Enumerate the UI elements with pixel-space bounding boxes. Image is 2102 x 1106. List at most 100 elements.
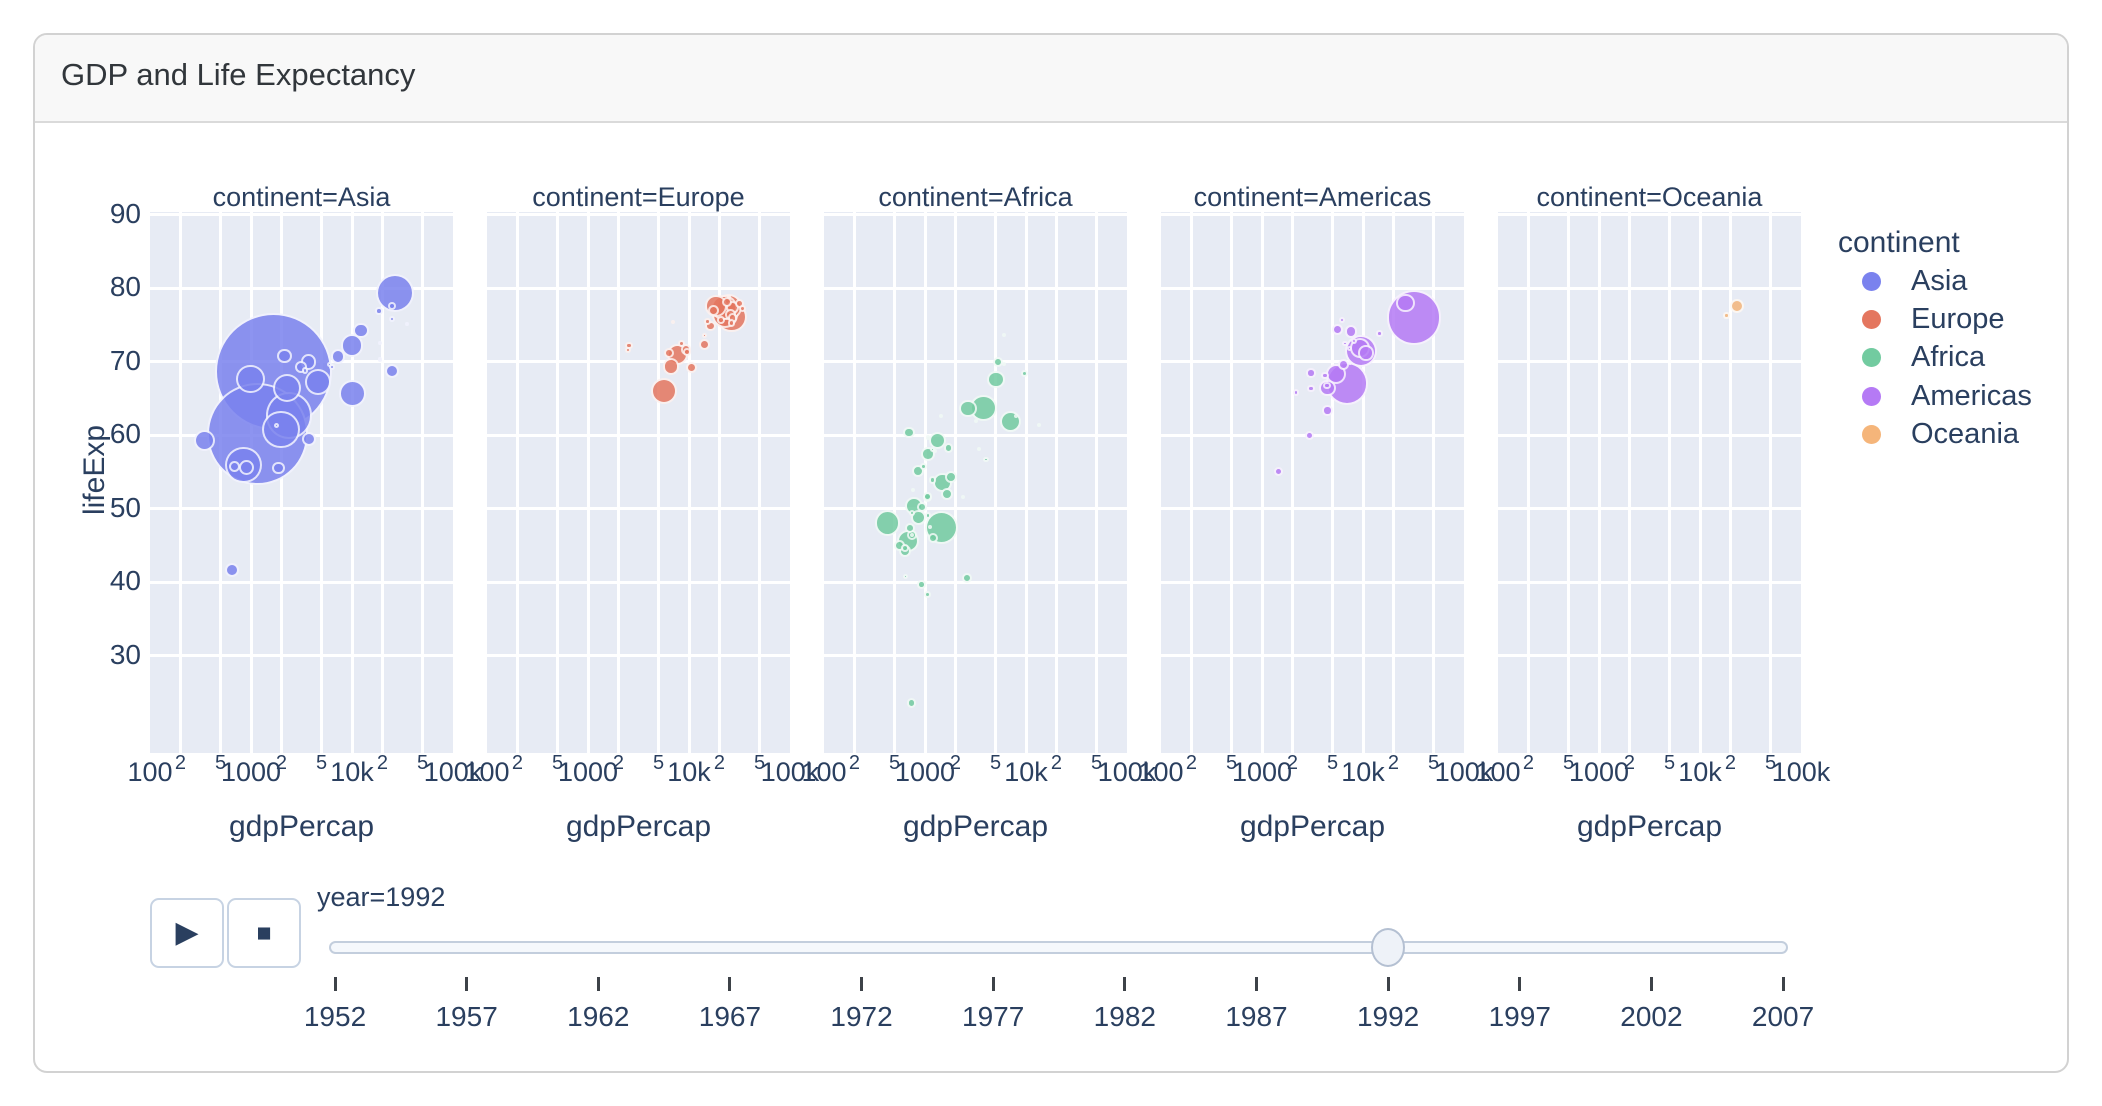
bubble-burundi[interactable] <box>900 543 909 553</box>
bubble-ethiopia[interactable] <box>874 510 901 536</box>
bubble-australia[interactable] <box>1730 298 1745 314</box>
bubble-zimbabwe[interactable] <box>903 426 915 439</box>
bubble-vietnam[interactable] <box>236 364 265 394</box>
bubble-philippines[interactable] <box>273 373 302 402</box>
bubble-ireland[interactable] <box>704 318 711 325</box>
bubble-new-zealand[interactable] <box>1723 312 1730 319</box>
bubble-uruguay[interactable] <box>1350 338 1357 345</box>
bubble-kenya[interactable] <box>929 432 947 450</box>
bubble-rwanda[interactable] <box>906 698 917 708</box>
bubble-gambia[interactable] <box>910 487 915 492</box>
bubble-thailand[interactable] <box>305 368 331 395</box>
bubble-sao-tome-and-principe[interactable] <box>938 413 943 418</box>
bubble-niger[interactable] <box>904 523 915 533</box>
bubble-haiti[interactable] <box>1273 466 1283 476</box>
bubble-morocco[interactable] <box>959 399 977 417</box>
bubble-el-salvador[interactable] <box>1323 381 1332 390</box>
bubble-reunion[interactable] <box>1002 333 1007 338</box>
bubble-cameroon[interactable] <box>944 471 957 484</box>
bubble-montenegro[interactable] <box>671 320 676 325</box>
bubble-slovak-republic[interactable] <box>682 347 691 356</box>
bubble-sweden[interactable] <box>722 296 733 307</box>
bubble-guatemala[interactable] <box>1322 405 1333 416</box>
slider-track[interactable] <box>329 941 1788 954</box>
bubble-ecuador[interactable] <box>1337 359 1350 371</box>
bubble-saudi-arabia[interactable] <box>384 363 399 378</box>
bubble-slovenia[interactable] <box>702 333 707 338</box>
bubble-united-states[interactable] <box>1386 289 1442 345</box>
bubble-tunisia[interactable] <box>992 356 1003 367</box>
bubble-jordan[interactable] <box>301 367 309 375</box>
bubble-sierra-leone[interactable] <box>924 591 932 599</box>
bubble-sri-lanka[interactable] <box>277 348 292 364</box>
bubble-pakistan[interactable] <box>262 410 300 449</box>
bubble-cambodia[interactable] <box>228 460 240 472</box>
bubble-myanmar[interactable] <box>193 429 216 452</box>
bubble-cuba[interactable] <box>1331 323 1344 336</box>
bubble-burkina-faso[interactable] <box>916 501 927 512</box>
bubble-czech-republic[interactable] <box>699 338 711 350</box>
bubble-greece[interactable] <box>708 304 720 316</box>
bubble-dominican-republic[interactable] <box>1306 368 1316 378</box>
bubble-denmark[interactable] <box>727 319 736 327</box>
bubble-paraguay[interactable] <box>1321 371 1329 379</box>
bubble-romania[interactable] <box>662 358 679 375</box>
bubble-libya[interactable] <box>1020 370 1028 378</box>
bubble-senegal[interactable] <box>943 443 954 453</box>
bubble-singapore[interactable] <box>388 316 395 323</box>
bubble-south-korea[interactable] <box>340 334 364 358</box>
bubble-gabon[interactable] <box>1037 423 1042 428</box>
bubble-benin[interactable] <box>928 476 937 485</box>
bubble-kuwait[interactable] <box>404 321 409 326</box>
bubble-mauritius[interactable] <box>1002 362 1006 367</box>
bubble-mongolia[interactable] <box>273 422 279 428</box>
bubble-hong-kong[interactable] <box>387 301 396 311</box>
bubble-bolivia[interactable] <box>1305 430 1315 440</box>
bubble-comoros[interactable] <box>932 448 937 453</box>
bubble-canada[interactable] <box>1396 293 1415 313</box>
bubble-zambia[interactable] <box>928 532 939 543</box>
bubble-puerto-rico[interactable] <box>1376 330 1383 337</box>
bubble-afghanistan[interactable] <box>225 563 239 577</box>
bubble-oman[interactable] <box>377 357 383 363</box>
bubble-togo[interactable] <box>920 462 927 470</box>
bubble-croatia[interactable] <box>677 339 686 348</box>
slider-handle[interactable] <box>1371 928 1406 967</box>
bubble-south-africa[interactable] <box>1000 410 1022 433</box>
bubble-israel[interactable] <box>375 307 384 315</box>
bubble-jamaica[interactable] <box>1347 346 1353 352</box>
bubble-botswana[interactable] <box>1013 413 1018 418</box>
bubble-chile[interactable] <box>1344 325 1358 339</box>
bubble-congo-rep-[interactable] <box>983 457 989 463</box>
bubble-chad[interactable] <box>923 492 932 501</box>
bubble-finland[interactable] <box>716 316 725 324</box>
bubble-algeria[interactable] <box>986 370 1005 389</box>
bubble-angola[interactable] <box>962 572 973 584</box>
bubble-iraq[interactable] <box>301 431 317 447</box>
bubble-lesotho[interactable] <box>925 435 931 440</box>
bubble-venezuela[interactable] <box>1358 345 1374 361</box>
bubble-egypt[interactable] <box>970 395 997 422</box>
bubble-somalia[interactable] <box>917 580 926 589</box>
bubble-albania[interactable] <box>625 347 632 354</box>
bubble-malaysia[interactable] <box>330 349 346 365</box>
bubble-nicaragua[interactable] <box>1292 389 1300 397</box>
stop-button[interactable]: ■ <box>227 898 301 968</box>
bubble-cote-d-ivoire[interactable] <box>940 488 954 501</box>
bubble-swaziland[interactable] <box>977 446 982 451</box>
bubble-liberia[interactable] <box>902 574 908 579</box>
bubble-taiwan[interactable] <box>353 322 369 339</box>
bubble-namibia[interactable] <box>973 418 978 423</box>
bubble-djibouti[interactable] <box>960 495 965 500</box>
bubble-trinidad-and-tobago[interactable] <box>1347 360 1352 365</box>
bubble-honduras[interactable] <box>1307 384 1316 393</box>
bubble-guinea-bissau[interactable] <box>910 533 915 538</box>
bubble-central-african-republic[interactable] <box>909 510 916 517</box>
play-button[interactable]: ▶ <box>150 898 224 968</box>
bubble-hungary[interactable] <box>685 362 697 374</box>
bubble-west-bank-and-gaza[interactable] <box>327 361 333 367</box>
bubble-yemen[interactable] <box>272 461 285 475</box>
bubble-madagascar[interactable] <box>911 464 924 477</box>
bubble-iran[interactable] <box>339 380 367 407</box>
bubble-costa-rica[interactable] <box>1338 316 1345 324</box>
